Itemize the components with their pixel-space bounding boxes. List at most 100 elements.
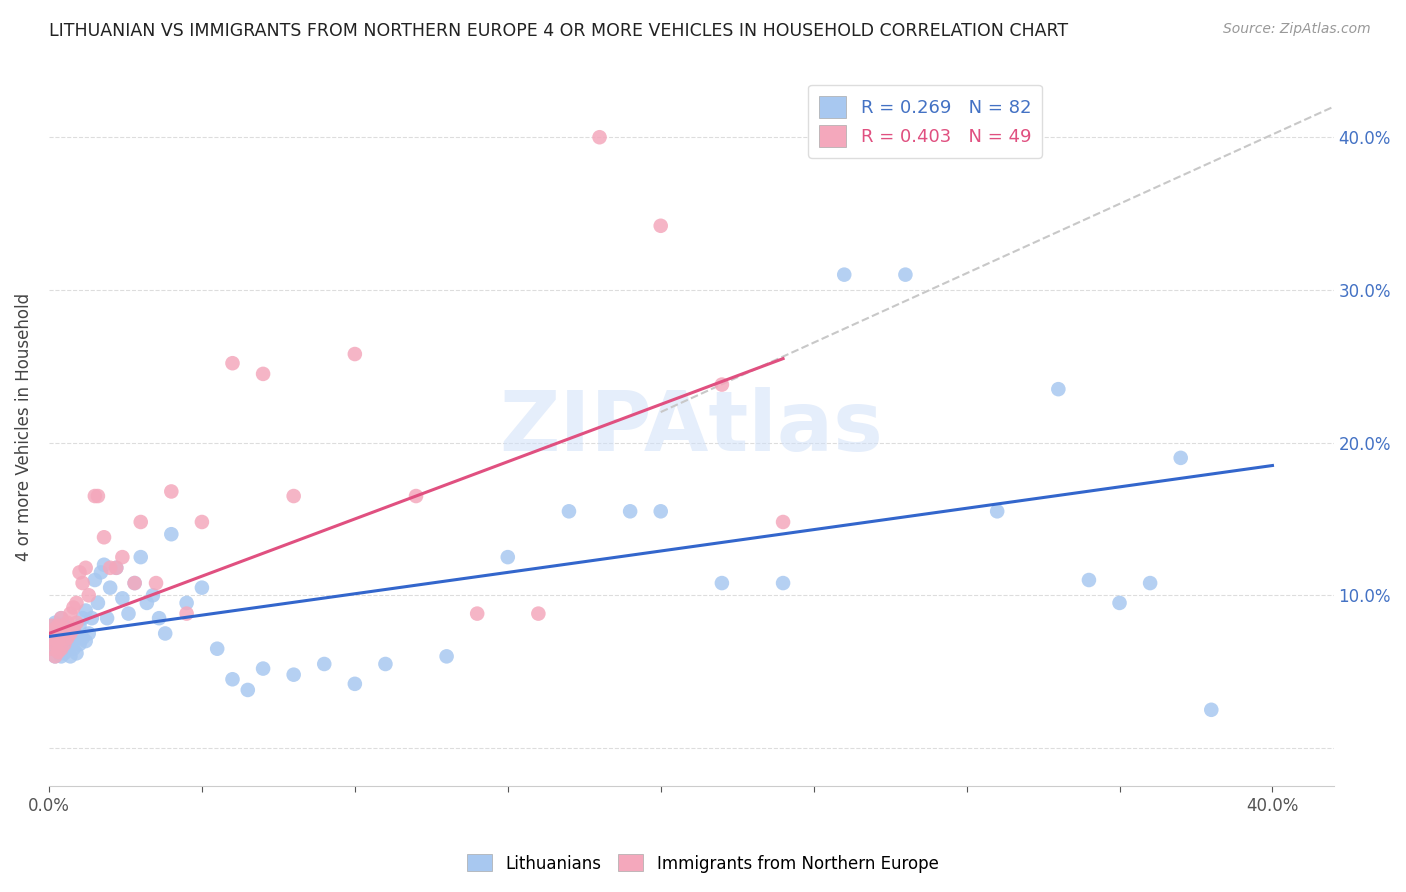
Lithuanians xyxy=(105,561,128,575)
Lithuanians xyxy=(1139,576,1161,591)
Lithuanians xyxy=(59,637,82,651)
Immigrants from Northern Europe xyxy=(56,615,79,630)
Immigrants from Northern Europe xyxy=(527,607,550,621)
Lithuanians xyxy=(1201,703,1223,717)
Text: ZIPAtlas: ZIPAtlas xyxy=(499,387,883,467)
Immigrants from Northern Europe xyxy=(75,561,97,575)
Immigrants from Northern Europe xyxy=(105,561,128,575)
Lithuanians xyxy=(65,646,87,660)
Lithuanians xyxy=(619,504,641,518)
Lithuanians xyxy=(135,596,157,610)
Lithuanians xyxy=(90,566,112,580)
Lithuanians xyxy=(1077,573,1099,587)
Immigrants from Northern Europe xyxy=(72,576,94,591)
Lithuanians xyxy=(205,641,228,656)
Lithuanians xyxy=(160,527,183,541)
Text: Source: ZipAtlas.com: Source: ZipAtlas.com xyxy=(1223,22,1371,37)
Lithuanians xyxy=(53,637,76,651)
Immigrants from Northern Europe xyxy=(46,645,69,659)
Lithuanians xyxy=(44,615,66,630)
Lithuanians xyxy=(59,649,82,664)
Immigrants from Northern Europe xyxy=(145,576,167,591)
Lithuanians xyxy=(46,619,69,633)
Lithuanians xyxy=(314,657,336,671)
Y-axis label: 4 or more Vehicles in Household: 4 or more Vehicles in Household xyxy=(15,293,32,561)
Lithuanians xyxy=(93,558,115,572)
Lithuanians xyxy=(44,637,66,651)
Lithuanians xyxy=(69,637,91,651)
Lithuanians xyxy=(80,611,103,625)
Lithuanians xyxy=(1047,382,1070,396)
Immigrants from Northern Europe xyxy=(111,550,134,565)
Lithuanians xyxy=(56,641,79,656)
Lithuanians xyxy=(53,646,76,660)
Immigrants from Northern Europe xyxy=(588,130,610,145)
Immigrants from Northern Europe xyxy=(98,561,121,575)
Immigrants from Northern Europe xyxy=(44,622,66,636)
Lithuanians xyxy=(51,641,73,656)
Lithuanians xyxy=(1170,450,1192,465)
Lithuanians xyxy=(62,626,84,640)
Immigrants from Northern Europe xyxy=(53,622,76,636)
Lithuanians xyxy=(87,596,110,610)
Immigrants from Northern Europe xyxy=(221,356,243,370)
Lithuanians xyxy=(75,634,97,648)
Immigrants from Northern Europe xyxy=(53,637,76,651)
Lithuanians xyxy=(772,576,794,591)
Lithuanians xyxy=(111,591,134,606)
Lithuanians xyxy=(176,596,198,610)
Immigrants from Northern Europe xyxy=(465,607,488,621)
Immigrants from Northern Europe xyxy=(772,515,794,529)
Lithuanians xyxy=(558,504,581,518)
Lithuanians xyxy=(72,611,94,625)
Lithuanians xyxy=(51,622,73,636)
Lithuanians xyxy=(44,622,66,636)
Lithuanians xyxy=(496,550,519,565)
Immigrants from Northern Europe xyxy=(62,600,84,615)
Lithuanians xyxy=(51,611,73,625)
Immigrants from Northern Europe xyxy=(405,489,427,503)
Lithuanians xyxy=(252,662,274,676)
Immigrants from Northern Europe xyxy=(44,649,66,664)
Lithuanians xyxy=(41,619,63,633)
Lithuanians xyxy=(51,649,73,664)
Lithuanians xyxy=(129,550,152,565)
Lithuanians xyxy=(83,573,105,587)
Lithuanians xyxy=(77,626,100,640)
Lithuanians xyxy=(124,576,146,591)
Lithuanians xyxy=(153,626,176,640)
Lithuanians xyxy=(117,607,139,621)
Immigrants from Northern Europe xyxy=(124,576,146,591)
Immigrants from Northern Europe xyxy=(46,634,69,648)
Immigrants from Northern Europe xyxy=(252,367,274,381)
Immigrants from Northern Europe xyxy=(51,641,73,656)
Immigrants from Northern Europe xyxy=(69,566,91,580)
Immigrants from Northern Europe xyxy=(283,489,305,503)
Immigrants from Northern Europe xyxy=(160,484,183,499)
Immigrants from Northern Europe xyxy=(176,607,198,621)
Lithuanians xyxy=(650,504,672,518)
Lithuanians xyxy=(436,649,458,664)
Immigrants from Northern Europe xyxy=(710,377,733,392)
Lithuanians xyxy=(221,673,243,687)
Lithuanians xyxy=(46,626,69,640)
Lithuanians xyxy=(72,631,94,645)
Lithuanians xyxy=(56,631,79,645)
Immigrants from Northern Europe xyxy=(93,530,115,544)
Immigrants from Northern Europe xyxy=(65,596,87,610)
Lithuanians xyxy=(44,631,66,645)
Lithuanians xyxy=(986,504,1008,518)
Lithuanians xyxy=(283,667,305,681)
Lithuanians xyxy=(343,677,366,691)
Immigrants from Northern Europe xyxy=(59,626,82,640)
Lithuanians xyxy=(236,682,259,697)
Immigrants from Northern Europe xyxy=(41,631,63,645)
Lithuanians xyxy=(374,657,396,671)
Immigrants from Northern Europe xyxy=(51,626,73,640)
Immigrants from Northern Europe xyxy=(83,489,105,503)
Lithuanians xyxy=(41,641,63,656)
Lithuanians xyxy=(75,603,97,617)
Immigrants from Northern Europe xyxy=(41,641,63,656)
Immigrants from Northern Europe xyxy=(650,219,672,233)
Lithuanians xyxy=(894,268,917,282)
